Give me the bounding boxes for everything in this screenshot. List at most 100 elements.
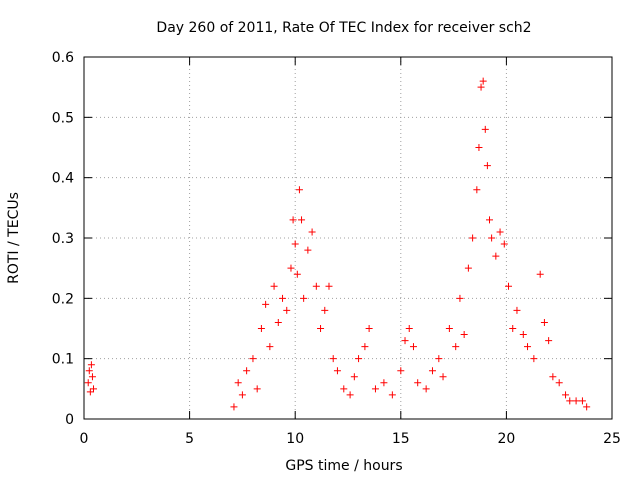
data-point <box>473 186 481 194</box>
data-point <box>481 125 489 133</box>
data-point <box>524 343 532 351</box>
data-point <box>287 264 295 272</box>
data-point <box>401 337 409 345</box>
grid-layer <box>84 57 612 419</box>
data-point <box>445 325 453 332</box>
x-axis-label: GPS time / hours <box>285 458 402 474</box>
data-point <box>243 367 251 375</box>
data-point <box>509 325 517 332</box>
data-point <box>295 186 303 194</box>
data-point <box>452 343 460 351</box>
data-point <box>380 379 388 387</box>
data-point <box>460 331 468 339</box>
data-point <box>86 388 94 396</box>
data-point <box>365 325 373 332</box>
data-point <box>555 379 563 387</box>
data-point <box>405 325 413 332</box>
data-point <box>388 391 396 399</box>
data-point <box>483 162 491 170</box>
data-point <box>500 240 508 248</box>
data-point <box>321 306 329 314</box>
data-point <box>262 300 270 308</box>
data-point <box>355 355 363 363</box>
data-point <box>350 373 358 381</box>
y-tick-label: 0.1 <box>52 352 74 368</box>
data-point <box>238 391 246 399</box>
ticks-layer: 0 5 10 15 20 25 0 0.1 0.2 0.3 0.4 0.5 0.6 <box>52 50 621 447</box>
data-point <box>329 355 337 363</box>
data-point <box>477 83 485 91</box>
data-point <box>312 282 320 290</box>
chart-title: Day 260 of 2011, Rate Of TEC Index for r… <box>156 20 531 36</box>
data-point <box>464 264 472 272</box>
data-point <box>90 385 98 393</box>
data-point <box>486 216 494 224</box>
x-tick-label: 0 <box>80 431 89 447</box>
data-point <box>270 282 278 290</box>
data-point <box>361 343 369 351</box>
data-point <box>566 397 574 405</box>
y-tick-label: 0.5 <box>52 110 74 126</box>
data-point <box>475 144 483 151</box>
data-point <box>578 397 586 405</box>
data-point <box>304 246 312 254</box>
data-point <box>333 367 341 375</box>
y-tick-label: 0.4 <box>52 171 74 187</box>
data-point <box>317 325 325 332</box>
data-point <box>346 391 354 399</box>
data-point <box>572 397 580 405</box>
data-point <box>545 337 553 345</box>
data-point <box>88 373 96 381</box>
data-point <box>397 367 405 375</box>
data-point <box>479 77 487 85</box>
data-point <box>409 343 417 351</box>
data-point <box>439 373 447 381</box>
data-point <box>562 391 570 399</box>
data-point <box>283 306 291 314</box>
y-tick-label: 0 <box>65 412 74 428</box>
data-point <box>340 385 348 393</box>
y-tick-label: 0.6 <box>52 50 74 66</box>
x-tick-label: 10 <box>286 431 304 447</box>
data-point <box>84 379 92 387</box>
data-point <box>85 367 93 375</box>
x-tick-label: 25 <box>603 431 621 447</box>
x-tick-label: 15 <box>392 431 410 447</box>
data-point <box>308 228 316 236</box>
x-tick-label: 5 <box>185 431 194 447</box>
data-point <box>583 403 591 411</box>
data-point <box>435 355 443 363</box>
data-point <box>289 216 297 224</box>
data-point <box>519 331 527 339</box>
data-point <box>371 385 379 393</box>
data-point <box>549 373 557 381</box>
data-point <box>540 318 548 326</box>
x-tick-label: 20 <box>497 431 515 447</box>
data-point <box>536 270 544 278</box>
data-point <box>300 294 308 302</box>
y-tick-label: 0.2 <box>52 291 74 307</box>
data-point <box>253 385 261 393</box>
data-point <box>469 234 477 242</box>
data-point <box>505 282 513 290</box>
data-point <box>291 240 299 248</box>
data-point <box>414 379 422 387</box>
data-point <box>488 234 496 242</box>
data-point <box>249 355 257 363</box>
data-point <box>293 270 301 278</box>
data-point <box>513 306 521 314</box>
data-point <box>422 385 430 393</box>
data-point <box>87 361 95 369</box>
data-point <box>266 343 274 351</box>
y-tick-label: 0.3 <box>52 231 74 247</box>
data-point <box>234 379 242 387</box>
y-axis-label: ROTI / TECUs <box>6 192 22 284</box>
data-point <box>279 294 287 302</box>
data-point <box>496 228 504 236</box>
data-point <box>428 367 436 375</box>
data-point <box>298 216 306 224</box>
data-point <box>230 403 238 411</box>
marks-layer <box>84 77 591 411</box>
